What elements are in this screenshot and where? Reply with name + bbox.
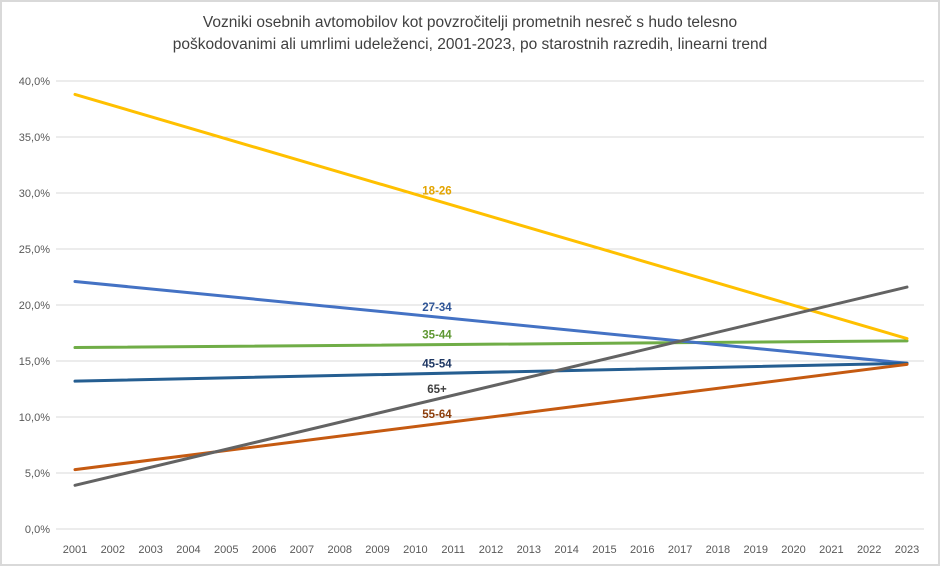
trend-line-65+ xyxy=(73,285,909,487)
series-label-18-26: 18-26 xyxy=(422,186,451,198)
x-axis-tick-label: 2023 xyxy=(895,544,919,556)
y-axis-tick-label: 10,0% xyxy=(19,412,50,424)
x-axis-tick-label: 2002 xyxy=(101,544,125,556)
x-axis-tick-label: 2009 xyxy=(365,544,389,556)
x-axis-tick-label: 2013 xyxy=(517,544,541,556)
x-axis-tick-label: 2016 xyxy=(630,544,654,556)
x-axis-tick-label: 2014 xyxy=(554,544,578,556)
trend-line-18-26 xyxy=(73,92,909,341)
x-axis-tick-label: 2005 xyxy=(214,544,238,556)
series-label-35-44: 35-44 xyxy=(422,330,452,342)
series-label-45-54: 45-54 xyxy=(422,358,452,370)
series-label-65+: 65+ xyxy=(427,384,447,396)
series-label-55-64: 55-64 xyxy=(422,409,452,421)
series-label-27-34: 27-34 xyxy=(422,302,452,314)
x-axis-tick-label: 2007 xyxy=(290,544,314,556)
y-axis-tick-label: 30,0% xyxy=(19,188,50,200)
x-axis-tick-label: 2020 xyxy=(781,544,805,556)
x-axis-tick-label: 2017 xyxy=(668,544,692,556)
trend-line-35-44 xyxy=(73,339,909,350)
y-axis-tick-label: 25,0% xyxy=(19,244,50,256)
y-axis-tick-label: 15,0% xyxy=(19,356,50,368)
y-axis-tick-label: 40,0% xyxy=(19,76,50,88)
x-axis-tick-label: 2004 xyxy=(176,544,200,556)
x-axis-tick-label: 2010 xyxy=(403,544,427,556)
y-axis-tick-label: 35,0% xyxy=(19,132,50,144)
chart-title-line2: poškodovanimi ali umrlimi udeleženci, 20… xyxy=(172,36,768,53)
x-axis-tick-label: 2019 xyxy=(743,544,767,556)
x-axis-tick-label: 2001 xyxy=(63,544,87,556)
trend-line-27-34 xyxy=(73,279,909,365)
x-axis-tick-label: 2012 xyxy=(479,544,503,556)
x-axis-tick-label: 2006 xyxy=(252,544,276,556)
y-axis-tick-label: 5,0% xyxy=(25,468,50,480)
x-axis-tick-label: 2021 xyxy=(819,544,843,556)
chart-title-line1: Vozniki osebnih avtomobilov kot povzroči… xyxy=(202,14,738,31)
y-axis-tick-label: 20,0% xyxy=(19,300,50,312)
x-axis-tick-label: 2003 xyxy=(138,544,162,556)
x-axis-tick-label: 2008 xyxy=(327,544,351,556)
x-axis-tick-label: 2015 xyxy=(592,544,616,556)
trend-line-45-54 xyxy=(73,361,909,383)
x-axis-tick-label: 2018 xyxy=(706,544,730,556)
x-axis-tick-label: 2011 xyxy=(441,544,465,556)
y-axis-tick-label: 0,0% xyxy=(25,524,50,536)
x-axis-tick-label: 2022 xyxy=(857,544,881,556)
chart-title: Vozniki osebnih avtomobilov kot povzroči… xyxy=(2,12,938,56)
